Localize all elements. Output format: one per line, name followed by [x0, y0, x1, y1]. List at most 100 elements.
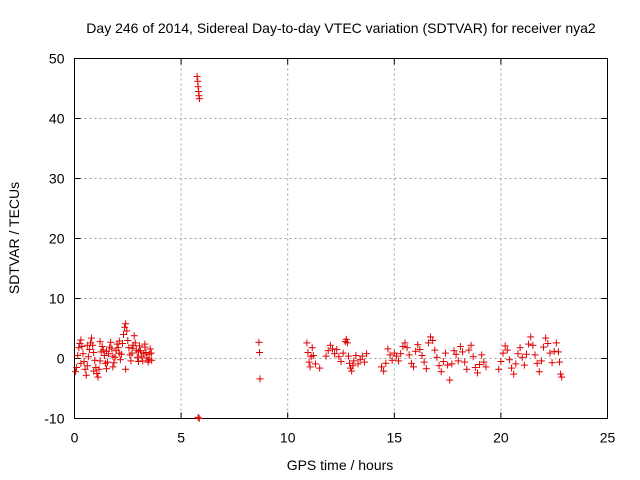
data-point	[512, 360, 520, 368]
data-point	[409, 363, 417, 371]
data-point	[505, 356, 513, 364]
data-point	[433, 353, 441, 361]
data-point	[142, 349, 150, 356]
data-point	[339, 349, 347, 357]
data-point	[360, 358, 368, 366]
data-point	[81, 365, 89, 373]
data-point	[350, 357, 358, 365]
data-point	[83, 341, 91, 349]
data-point	[123, 327, 131, 335]
y-tick-label: 10	[49, 291, 65, 307]
data-point	[392, 352, 400, 360]
data-point	[331, 350, 339, 358]
data-point	[311, 360, 319, 368]
data-point	[195, 415, 203, 422]
data-point	[108, 345, 116, 353]
data-point	[136, 342, 144, 350]
data-point	[514, 350, 522, 358]
data-point	[550, 347, 558, 355]
data-point	[107, 338, 115, 346]
data-point	[557, 370, 565, 378]
data-point	[124, 337, 132, 344]
data-point	[256, 349, 264, 356]
data-point	[473, 369, 481, 377]
data-point	[495, 365, 503, 373]
data-point	[120, 331, 128, 338]
data-point	[467, 341, 475, 349]
data-point	[386, 351, 394, 359]
data-point	[194, 413, 202, 421]
data-point	[316, 364, 324, 372]
y-tick-label: 40	[49, 111, 65, 127]
data-point	[461, 358, 469, 366]
data-point	[343, 339, 351, 347]
data-point	[324, 347, 332, 355]
data-point	[337, 358, 345, 365]
data-point	[109, 363, 117, 371]
data-point	[459, 348, 467, 356]
data-point	[122, 320, 130, 328]
data-point	[141, 340, 149, 348]
data-point	[422, 365, 430, 373]
data-point	[556, 358, 564, 366]
data-point	[535, 368, 543, 376]
data-point	[424, 339, 432, 347]
data-point	[92, 364, 100, 371]
data-point	[77, 359, 85, 367]
data-point	[405, 351, 413, 359]
data-point	[328, 345, 336, 353]
data-point	[399, 343, 407, 350]
data-point	[85, 346, 93, 353]
data-point	[456, 343, 464, 350]
y-tick-label: 20	[49, 231, 65, 247]
data-point	[128, 344, 136, 352]
data-point	[465, 346, 473, 354]
data-point	[137, 347, 145, 355]
data-point	[544, 340, 552, 347]
data-point	[100, 352, 108, 359]
data-point	[117, 350, 125, 358]
data-point	[349, 362, 357, 370]
data-point	[522, 350, 530, 358]
data-point	[546, 349, 554, 357]
data-point	[358, 352, 366, 360]
data-point	[427, 333, 435, 341]
data-point	[414, 341, 422, 349]
data-point	[256, 375, 264, 383]
data-point	[437, 368, 445, 376]
data-point	[510, 370, 518, 378]
data-point	[88, 334, 96, 342]
data-point	[309, 352, 317, 359]
data-point	[74, 352, 82, 359]
data-point	[463, 365, 471, 373]
data-point	[450, 347, 458, 355]
data-point	[533, 359, 541, 367]
x-tick-label: 5	[177, 430, 185, 446]
data-point	[499, 349, 507, 357]
data-point	[83, 362, 91, 370]
data-point	[412, 347, 420, 355]
axis-ticks: 0 5 10 15 20 25 -10 0 10 20 30 40 50	[44, 51, 615, 446]
data-point	[516, 344, 524, 352]
data-point	[397, 350, 405, 358]
data-point	[525, 340, 533, 348]
data-point	[134, 358, 142, 365]
data-point	[363, 350, 371, 358]
data-point	[469, 353, 477, 361]
data-point	[125, 344, 133, 352]
data-point	[558, 373, 566, 381]
data-point	[305, 358, 313, 366]
y-axis-label: SDTVAR / TECUs	[6, 182, 22, 294]
data-point	[354, 360, 362, 368]
data-point	[348, 367, 356, 375]
data-point	[407, 359, 415, 367]
data-point	[418, 352, 426, 359]
data-point	[429, 337, 437, 344]
data-point	[431, 346, 439, 354]
x-axis-label: GPS time / hours	[287, 457, 394, 473]
data-point	[356, 356, 364, 364]
data-point	[480, 358, 488, 366]
data-point	[96, 357, 104, 365]
data-point	[90, 367, 98, 375]
